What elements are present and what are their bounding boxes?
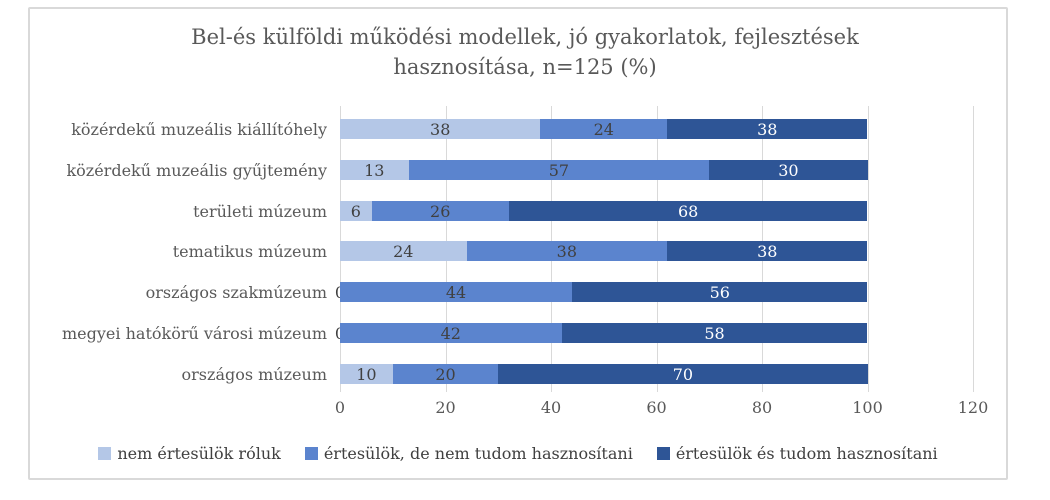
x-axis-tick-label: 80 <box>751 398 773 417</box>
data-label: 38 <box>556 242 577 262</box>
bar-segment <box>392 363 499 384</box>
bar-segment <box>340 159 409 180</box>
legend: nem értesülök róluk értesülök, de nem tud… <box>28 444 1008 463</box>
data-label: 68 <box>677 201 699 221</box>
data-label: 38 <box>757 120 778 139</box>
bar-segment <box>508 200 868 221</box>
chart-title-line1: Bel-és külföldi működési modellek, jó gy… <box>191 25 859 49</box>
legend-swatch-icon <box>98 447 112 460</box>
data-label: 70 <box>672 364 694 384</box>
bar-segment <box>709 159 868 180</box>
legend-label: értesülök és tudom hasznosítani <box>675 444 938 463</box>
gridline <box>867 106 869 392</box>
legend-item: értesülök, de nem tudom hasznosítani <box>304 444 633 463</box>
category-label: országos szakmúzeum <box>145 283 327 303</box>
chart-title-line2: hasznosítása, n=125 (%) <box>393 55 657 79</box>
data-label: 13 <box>364 160 385 180</box>
data-label: 24 <box>393 242 414 262</box>
bar-segment <box>340 200 372 221</box>
category-label: közérdekű muzeális gyűjtemény <box>66 160 327 180</box>
data-label: 56 <box>709 283 730 303</box>
bar-segment <box>340 282 573 303</box>
category-label: területi múzeum <box>193 201 327 221</box>
data-label: 38 <box>430 120 451 139</box>
x-axis-tick-label: 20 <box>435 398 456 417</box>
category-label: tematikus múzeum <box>172 242 327 262</box>
legend-swatch-icon <box>656 447 670 460</box>
x-axis-tick-label: 60 <box>646 398 667 417</box>
gridline <box>973 106 974 392</box>
bar-segment <box>408 159 710 180</box>
legend-label: értesülök, de nem tudom hasznosítani <box>323 444 633 463</box>
bar-segment <box>667 241 868 262</box>
data-label: 58 <box>704 324 725 344</box>
bar-segment <box>340 241 467 262</box>
bar-segment <box>466 241 668 262</box>
category-label: megyei hatókörű városi múzeum <box>62 324 327 344</box>
x-axis-tick-label: 0 <box>334 398 346 417</box>
bar-segment <box>371 200 509 221</box>
data-label: 38 <box>757 242 778 262</box>
legend-item: nem értesülök róluk <box>98 444 281 463</box>
bar-segment <box>667 119 868 139</box>
data-label: 20 <box>435 364 456 384</box>
bar-segment <box>498 363 868 384</box>
data-label: 30 <box>778 160 799 180</box>
bar-segment <box>340 323 562 344</box>
x-axis-tick-label: 100 <box>852 398 883 417</box>
data-label: 26 <box>430 201 451 221</box>
data-label: 42 <box>440 324 461 344</box>
category-label: országos múzeum <box>181 364 327 384</box>
bar-segment <box>340 119 541 139</box>
data-label: 10 <box>356 364 377 384</box>
legend-swatch-icon <box>304 447 318 460</box>
x-axis-tick-label: 120 <box>957 398 989 417</box>
legend-item: értesülök és tudom hasznosítani <box>656 444 938 463</box>
chart-title: Bel-és külföldi működési modellek, jó gy… <box>0 22 1050 82</box>
x-axis-tick-label: 40 <box>540 398 562 417</box>
data-label: 44 <box>445 283 467 303</box>
category-label: közérdekű muzeális kiállítóhely <box>71 120 327 139</box>
data-label: 6 <box>350 201 361 221</box>
data-label: 57 <box>548 160 570 180</box>
bar-segment <box>572 282 868 303</box>
bar-segment <box>340 363 393 384</box>
legend-label: nem értesülök róluk <box>117 444 281 463</box>
bar-segment <box>540 119 668 139</box>
bar-segment <box>561 323 868 344</box>
data-label: 24 <box>593 120 614 139</box>
